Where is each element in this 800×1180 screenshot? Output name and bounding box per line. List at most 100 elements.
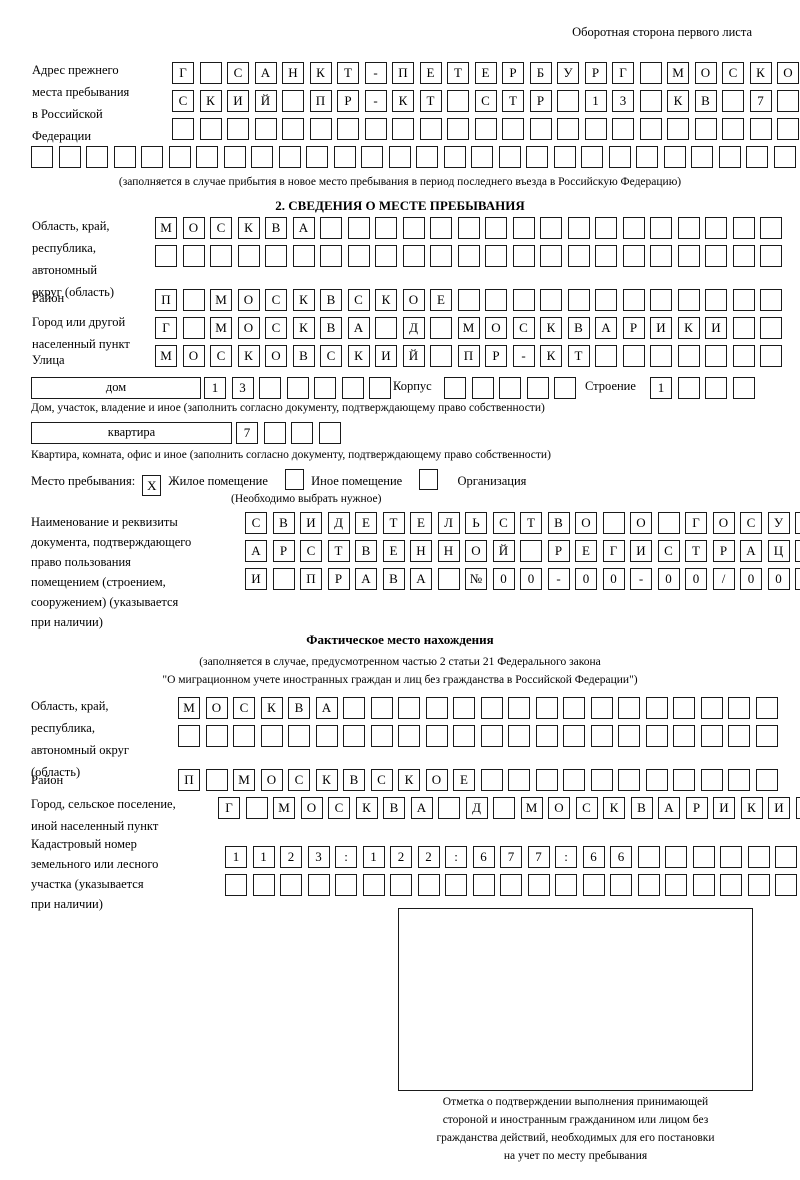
grid-cell[interactable]: 2 bbox=[280, 846, 302, 868]
grid-cell[interactable]: : bbox=[445, 846, 467, 868]
grid-cell[interactable]: С bbox=[657, 540, 680, 562]
checkbox-inoe-pomeshchenie[interactable] bbox=[285, 469, 305, 490]
grid-cell[interactable]: Т bbox=[382, 512, 405, 534]
grid-cell[interactable] bbox=[471, 146, 493, 168]
grid-cell[interactable]: К bbox=[199, 90, 222, 112]
grid-cell[interactable] bbox=[370, 725, 393, 747]
grid-cell[interactable]: А bbox=[245, 540, 267, 562]
grid-cell[interactable]: И bbox=[705, 317, 727, 339]
grid-cell[interactable] bbox=[447, 90, 469, 112]
flat-number-cells[interactable]: 7 bbox=[236, 422, 341, 444]
grid-cell[interactable]: А bbox=[292, 217, 315, 239]
grid-cell[interactable] bbox=[590, 769, 613, 791]
grid-cell[interactable]: С bbox=[328, 797, 350, 819]
grid-cell[interactable]: К bbox=[677, 317, 700, 339]
grid-cell[interactable]: 0 bbox=[602, 568, 625, 590]
grid-cell[interactable]: 3 bbox=[231, 377, 254, 399]
prev-address-grid-row-3[interactable] bbox=[172, 118, 800, 140]
grid-cell[interactable]: И bbox=[245, 568, 267, 590]
grid-cell[interactable]: Ц bbox=[767, 540, 790, 562]
grid-cell[interactable]: - bbox=[364, 90, 387, 112]
grid-cell[interactable]: Р bbox=[272, 540, 295, 562]
grid-cell[interactable]: О bbox=[548, 797, 570, 819]
grid-cell[interactable]: 1 bbox=[225, 846, 247, 868]
grid-cell[interactable] bbox=[347, 245, 370, 267]
grid-cell[interactable] bbox=[512, 217, 535, 239]
grid-cell[interactable] bbox=[650, 217, 672, 239]
grid-cell[interactable]: Е bbox=[453, 769, 475, 791]
grid-cell[interactable]: 0 bbox=[685, 568, 707, 590]
grid-cell[interactable]: 1 bbox=[252, 846, 275, 868]
grid-cell[interactable]: В bbox=[272, 512, 295, 534]
grid-cell[interactable]: О bbox=[182, 345, 205, 367]
grid-cell[interactable]: 1 bbox=[204, 377, 226, 399]
grid-cell[interactable] bbox=[318, 422, 341, 444]
grid-cell[interactable] bbox=[485, 289, 507, 311]
grid-cell[interactable] bbox=[182, 317, 205, 339]
grid-cell[interactable] bbox=[417, 874, 440, 896]
grid-cell[interactable] bbox=[732, 245, 755, 267]
grid-cell[interactable] bbox=[425, 697, 448, 719]
grid-cell[interactable] bbox=[567, 217, 590, 239]
grid-cell[interactable] bbox=[471, 377, 494, 399]
grid-cell[interactable] bbox=[673, 769, 695, 791]
grid-cell[interactable] bbox=[199, 118, 222, 140]
grid-cell[interactable] bbox=[251, 146, 273, 168]
grid-cell[interactable] bbox=[172, 118, 194, 140]
grid-cell[interactable]: О bbox=[237, 289, 260, 311]
grid-cell[interactable] bbox=[196, 146, 218, 168]
grid-cell[interactable] bbox=[755, 725, 778, 747]
grid-cell[interactable] bbox=[637, 846, 660, 868]
grid-cell[interactable]: У bbox=[557, 62, 579, 84]
grid-cell[interactable] bbox=[375, 217, 397, 239]
grid-cell[interactable] bbox=[320, 245, 342, 267]
grid-cell[interactable] bbox=[288, 725, 310, 747]
grid-cell[interactable] bbox=[645, 769, 668, 791]
grid-cell[interactable] bbox=[705, 289, 727, 311]
grid-cell[interactable] bbox=[263, 422, 286, 444]
grid-cell[interactable]: Н bbox=[410, 540, 432, 562]
grid-cell[interactable] bbox=[286, 377, 309, 399]
grid-cell[interactable]: С bbox=[512, 317, 535, 339]
grid-cell[interactable]: К bbox=[540, 317, 562, 339]
grid-cell[interactable]: С bbox=[474, 90, 497, 112]
grid-cell[interactable]: А bbox=[315, 697, 338, 719]
grid-cell[interactable] bbox=[622, 217, 645, 239]
grid-cell[interactable] bbox=[720, 874, 742, 896]
grid-cell[interactable]: О bbox=[205, 697, 228, 719]
grid-cell[interactable]: К bbox=[315, 769, 338, 791]
grid-cell[interactable]: К bbox=[237, 345, 260, 367]
grid-cell[interactable] bbox=[557, 118, 579, 140]
grid-cell[interactable] bbox=[402, 245, 425, 267]
grid-cell[interactable] bbox=[705, 217, 727, 239]
grid-cell[interactable] bbox=[437, 568, 460, 590]
grid-cell[interactable] bbox=[760, 317, 782, 339]
grid-cell[interactable]: 0 bbox=[767, 568, 790, 590]
grid-cell[interactable] bbox=[645, 725, 668, 747]
grid-cell[interactable]: Е bbox=[419, 62, 442, 84]
grid-cell[interactable] bbox=[612, 118, 634, 140]
grid-cell[interactable] bbox=[732, 377, 755, 399]
grid-cell[interactable]: С bbox=[300, 540, 322, 562]
grid-cell[interactable] bbox=[280, 874, 302, 896]
grid-cell[interactable] bbox=[657, 512, 680, 534]
grid-cell[interactable]: Р bbox=[584, 62, 607, 84]
grid-cell[interactable]: И bbox=[768, 797, 790, 819]
grid-cell[interactable]: Р bbox=[622, 317, 645, 339]
grid-cell[interactable] bbox=[457, 289, 480, 311]
grid-cell[interactable] bbox=[430, 345, 452, 367]
grid-cell[interactable] bbox=[775, 874, 797, 896]
grid-cell[interactable] bbox=[443, 146, 466, 168]
grid-cell[interactable] bbox=[563, 769, 585, 791]
grid-cell[interactable] bbox=[375, 317, 397, 339]
grid-cell[interactable] bbox=[535, 725, 558, 747]
grid-cell[interactable]: 3 bbox=[612, 90, 634, 112]
grid-cell[interactable] bbox=[526, 377, 549, 399]
grid-cell[interactable]: - bbox=[547, 568, 570, 590]
grid-cell[interactable]: В bbox=[382, 568, 405, 590]
grid-cell[interactable] bbox=[677, 245, 700, 267]
prev-address-grid-row-4[interactable] bbox=[31, 146, 800, 168]
